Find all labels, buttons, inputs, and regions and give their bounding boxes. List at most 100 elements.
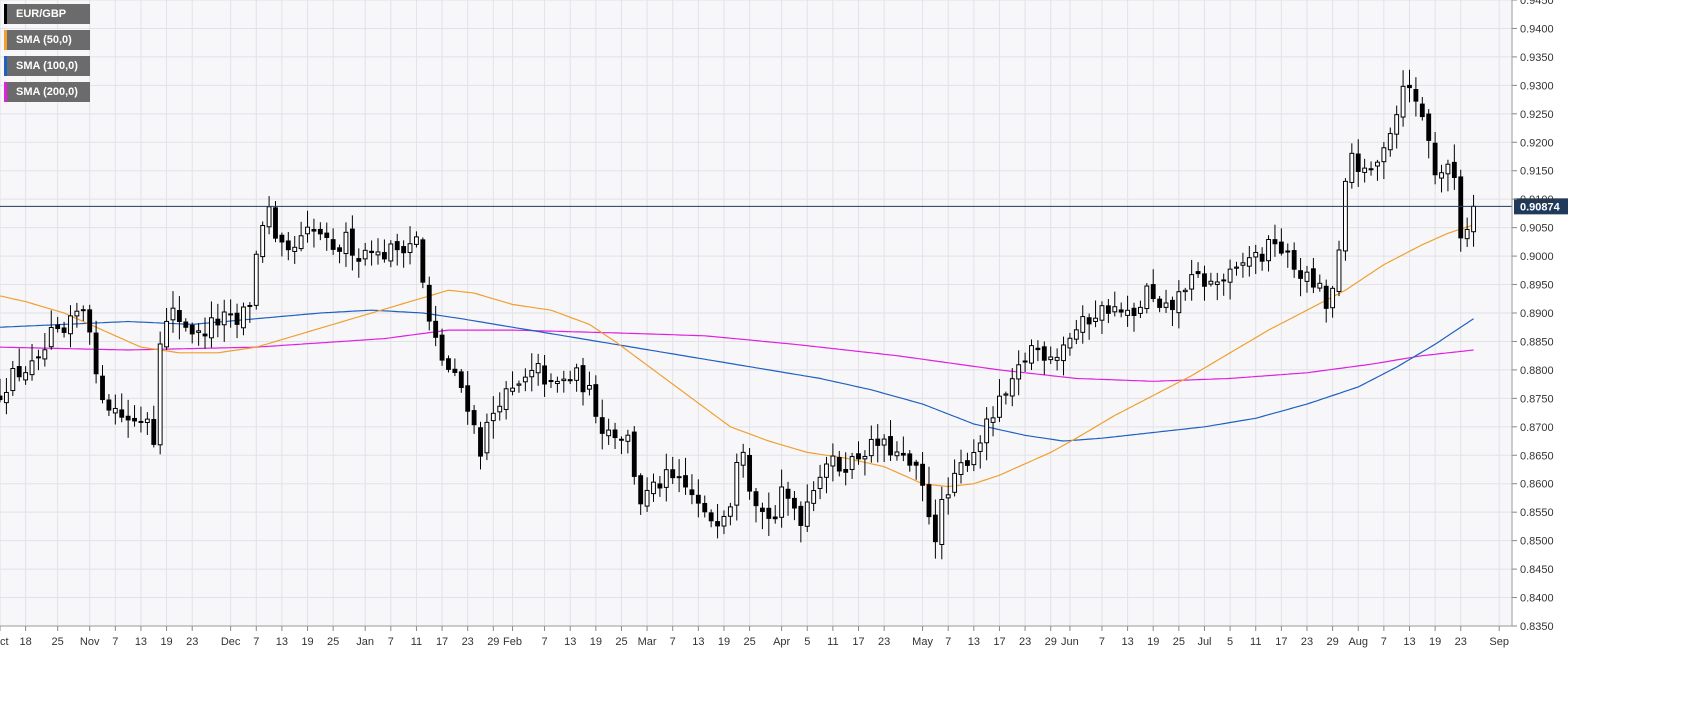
candle-body: [273, 207, 278, 239]
candle-body: [452, 368, 458, 373]
y-tick-label: 0.8500: [1520, 536, 1554, 548]
x-tick-label: Sep: [1489, 636, 1509, 648]
candle: [1298, 257, 1303, 297]
candle: [196, 323, 202, 346]
candle: [10, 360, 16, 396]
candle-body: [426, 284, 432, 322]
x-tick-label: 7: [388, 636, 394, 648]
legend-item-sma50[interactable]: SMA (50,0): [4, 30, 90, 50]
candle-body: [36, 356, 41, 359]
sma-50-line: [0, 224, 1474, 488]
candle-body: [567, 379, 573, 382]
candle: [74, 302, 80, 328]
candle: [452, 358, 458, 377]
candle: [1278, 228, 1284, 256]
candle-body: [606, 429, 612, 437]
x-tick-label: 25: [327, 636, 339, 648]
candle: [420, 237, 426, 289]
candle: [1182, 287, 1188, 301]
candle-body: [638, 475, 644, 505]
candle: [1041, 341, 1047, 375]
x-tick-label: 11: [411, 636, 422, 648]
candle-body: [388, 243, 394, 262]
candle-body: [862, 455, 868, 460]
candle-body: [971, 451, 977, 466]
candle-body: [1451, 161, 1457, 178]
y-tick-label: 0.8450: [1520, 564, 1554, 576]
legend-item-sma100[interactable]: SMA (100,0): [4, 56, 90, 76]
x-tick-label: 29: [1326, 636, 1338, 648]
candle: [1394, 105, 1400, 149]
x-tick-label: 7: [1381, 636, 1387, 648]
candle: [298, 221, 304, 252]
candle-body: [1471, 205, 1476, 233]
candle: [695, 479, 701, 518]
x-tick-label: Apr: [773, 636, 790, 648]
candle-body: [446, 358, 451, 370]
candle-body: [343, 231, 349, 255]
candle-body: [375, 251, 381, 256]
candle: [1439, 164, 1444, 193]
candle-body: [170, 307, 176, 321]
candle: [625, 429, 631, 454]
candle: [394, 233, 400, 266]
candle-body: [1375, 161, 1380, 167]
candle: [164, 308, 169, 350]
candle: [1099, 301, 1105, 334]
candle-body: [548, 380, 554, 383]
candle-body: [907, 453, 913, 466]
candle-body: [1125, 309, 1131, 316]
candle: [1368, 161, 1374, 176]
x-tick-label: Dec: [221, 636, 241, 648]
y-tick-label: 0.9450: [1520, 0, 1554, 7]
candle: [80, 305, 86, 322]
candle: [1432, 132, 1438, 185]
candle: [1253, 244, 1259, 275]
candle: [830, 443, 836, 482]
x-tick-label: 13: [968, 636, 980, 648]
candle: [1426, 109, 1432, 159]
candle-body: [695, 494, 701, 504]
candle: [343, 222, 349, 267]
x-tick-label: 29: [487, 636, 499, 648]
candle: [183, 318, 189, 332]
candle: [1330, 285, 1336, 318]
y-tick-label: 0.8950: [1520, 280, 1554, 292]
candle-body: [1009, 378, 1015, 397]
legend-item-eurgbp[interactable]: EUR/GBP: [4, 4, 90, 24]
candle-body: [74, 310, 80, 317]
candle: [176, 296, 182, 340]
candle-body: [1330, 287, 1336, 309]
x-tick-label: 7: [542, 636, 548, 648]
candle: [561, 370, 567, 393]
candle: [478, 421, 483, 470]
candle: [1080, 305, 1086, 344]
candle: [1310, 257, 1316, 294]
y-tick-label: 0.9100: [1520, 194, 1554, 206]
candle: [446, 355, 451, 373]
candle: [471, 404, 477, 434]
candle: [55, 316, 61, 333]
candle-body: [670, 469, 676, 479]
candle: [157, 331, 163, 455]
candle-body: [1214, 281, 1220, 285]
candle-body: [920, 463, 925, 486]
candle-body: [458, 371, 464, 388]
legend-item-sma200[interactable]: SMA (200,0): [4, 82, 90, 102]
candle: [0, 378, 3, 403]
candle-body: [785, 488, 791, 499]
candle-body: [952, 472, 958, 493]
candle-body: [157, 343, 163, 446]
y-tick-label: 0.8750: [1520, 393, 1554, 405]
candle: [330, 228, 336, 255]
candle: [1093, 300, 1098, 328]
candle: [202, 317, 208, 349]
candle: [888, 420, 893, 462]
candle-body: [798, 505, 804, 526]
x-tick-label: May: [912, 636, 933, 648]
candle: [375, 238, 381, 265]
candle: [811, 481, 817, 512]
candle-body: [279, 234, 285, 243]
